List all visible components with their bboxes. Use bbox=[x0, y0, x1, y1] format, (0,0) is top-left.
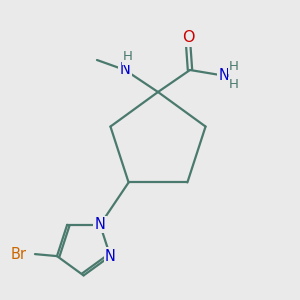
Text: H: H bbox=[123, 50, 133, 64]
Text: N: N bbox=[94, 217, 106, 232]
Text: Br: Br bbox=[11, 247, 27, 262]
Text: N: N bbox=[105, 249, 116, 264]
Text: N: N bbox=[120, 62, 130, 77]
Text: H: H bbox=[229, 59, 239, 73]
Text: O: O bbox=[182, 31, 194, 46]
Text: H: H bbox=[229, 79, 239, 92]
Text: N: N bbox=[219, 68, 230, 82]
